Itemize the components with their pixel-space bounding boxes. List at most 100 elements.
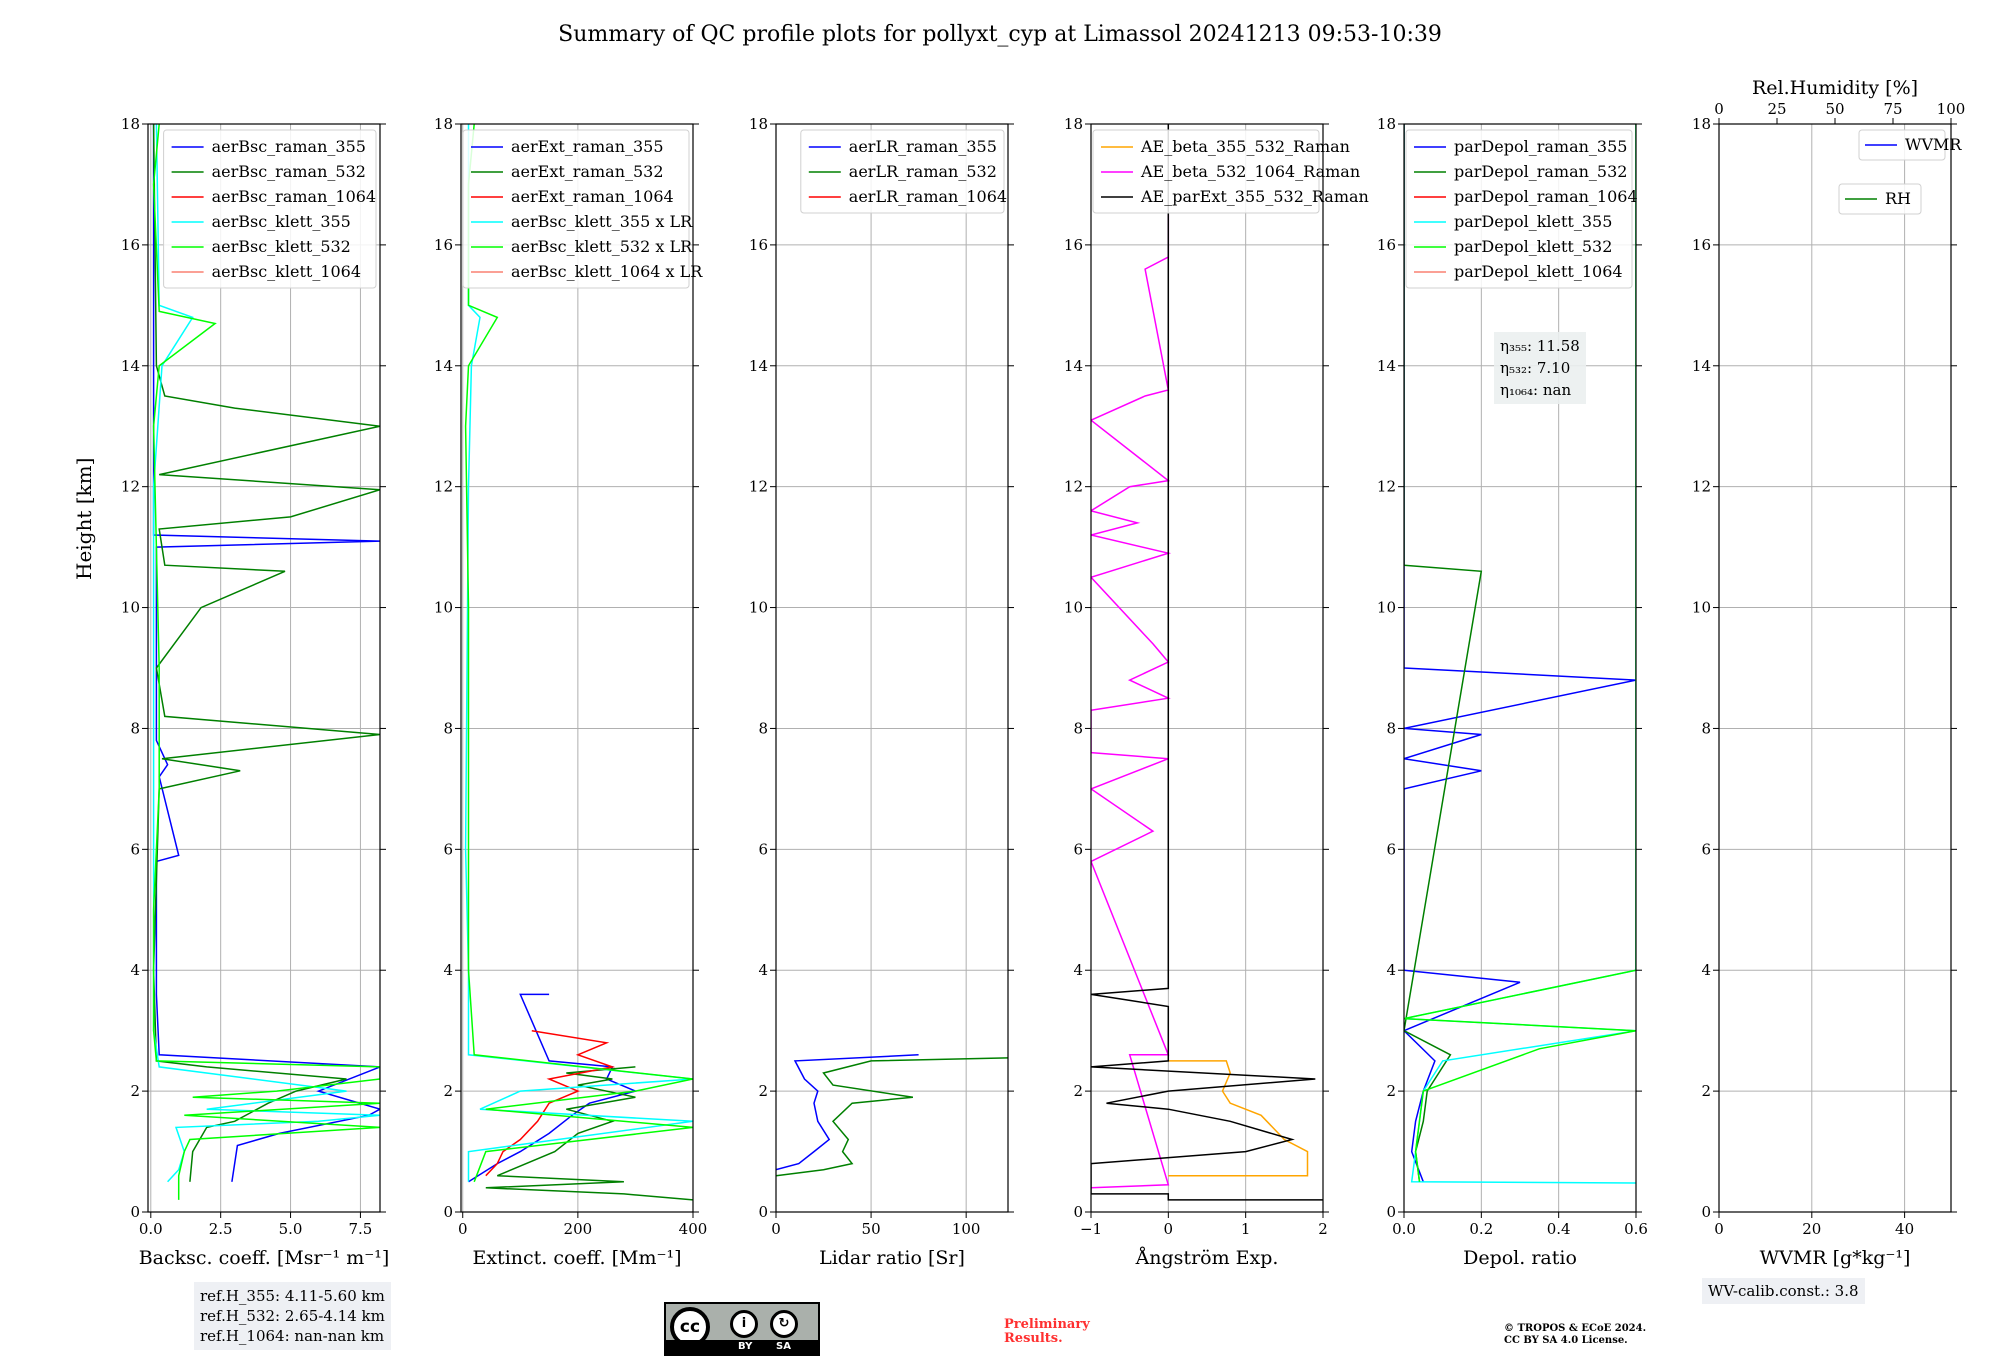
panel-1: 0.0 2.5 5.0 7.5 0 2 4 6 8 10 12 14 16 18 Backsc. coeff… <box>121 115 389 1269</box>
x-tick-label: 2.5 <box>209 1220 233 1238</box>
top-x-tick-label: 75 <box>1883 100 1902 118</box>
ref-height-355: ref.H_355: 4.11-5.60 km <box>200 1287 385 1305</box>
y-tick-label: 16 <box>1064 236 1083 254</box>
x-tick-label: 0.4 <box>1547 1220 1571 1238</box>
y-tick-label: 0 <box>758 1203 768 1221</box>
copyright-line-1: © TROPOS & ECoE 2024. <box>1504 1323 1647 1334</box>
top-x-tick-label: 0 <box>1714 100 1724 118</box>
y-tick-label: 14 <box>434 357 453 375</box>
series-line-aerBsc_klett_532 x LR <box>464 124 693 1183</box>
x-axis-label: WVMR [g*kg⁻¹] <box>1760 1247 1911 1269</box>
series-line-aerExt_raman_355 <box>468 993 638 1183</box>
y-tick-label: 10 <box>1064 599 1083 617</box>
y-tick-label: 8 <box>758 719 768 737</box>
panel-3: 0 50 100 0 2 4 6 8 10 12 14 16 18 Lidar ratio [Sr] aer… <box>749 115 1014 1269</box>
legend-label: aerExt_raman_532 <box>511 162 664 181</box>
y-tick-label: 8 <box>443 719 453 737</box>
y-tick-label: 2 <box>1701 1082 1711 1100</box>
license-bar <box>666 1340 818 1354</box>
wv-calib-box: WV-calib.const.: 3.8 <box>1702 1278 1865 1304</box>
y-tick-label: 18 <box>1692 115 1711 133</box>
legend-label: aerLR_raman_355 <box>849 137 997 156</box>
y-tick-label: 2 <box>1073 1082 1083 1100</box>
legend-label: aerBsc_klett_355 x LR <box>511 212 693 231</box>
legend: RH <box>1838 183 1922 215</box>
x-tick-label: 2 <box>1318 1220 1328 1238</box>
y-tick-label: 10 <box>749 599 768 617</box>
y-tick-label: 2 <box>130 1082 140 1100</box>
by-icon: i <box>730 1310 758 1338</box>
eta-532: η₅₃₂: 7.10 <box>1500 359 1571 377</box>
legend: AE_beta_355_532_Raman AE_beta_532_1064_Ra… <box>1092 129 1369 214</box>
y-tick-label: 4 <box>758 961 768 979</box>
legend-label: AE_beta_532_1064_Raman <box>1140 162 1360 181</box>
y-tick-label: 16 <box>121 236 140 254</box>
series-line-AE_beta_532_1064_Raman <box>1091 214 1172 1189</box>
y-tick-label: 8 <box>1701 719 1711 737</box>
x-tick-label: −1 <box>1080 1220 1102 1238</box>
y-tick-label: 12 <box>1064 478 1083 496</box>
license-sa-label: SA <box>776 1341 791 1352</box>
y-tick-label: 0 <box>443 1203 453 1221</box>
legend-label: WVMR <box>1905 135 1962 154</box>
top-x-tick-label: 50 <box>1825 100 1844 118</box>
x-tick-label: 20 <box>1802 1220 1821 1238</box>
series-line-AE_beta_355_532_Raman <box>1168 1060 1309 1177</box>
legend-label: aerBsc_klett_532 x LR <box>511 237 693 256</box>
legend-label: aerBsc_klett_355 <box>212 212 351 231</box>
eta-box: η₃₅₅: 11.58 η₅₃₂: 7.10 η₁₀₆₄: nan <box>1494 332 1586 404</box>
axes-frame <box>147 123 381 1213</box>
top-x-tick-label: 25 <box>1767 100 1786 118</box>
legend-box <box>1405 129 1633 289</box>
cc-by-sa-icon: cc i ↻ BY SA <box>664 1302 820 1356</box>
y-tick-label: 2 <box>758 1082 768 1100</box>
panel-2: 0 200 400 0 2 4 6 8 10 12 14 16 18 Extinct. coeff. [M… <box>434 115 707 1269</box>
legend: aerBsc_raman_355 aerBsc_raman_532 aerBsc_r… <box>163 129 377 289</box>
series-line-aerBsc_klett_532 <box>152 124 380 1200</box>
legend-label: RH <box>1885 189 1911 208</box>
x-axis-label: Lidar ratio [Sr] <box>819 1247 965 1269</box>
y-tick-label: 16 <box>1692 236 1711 254</box>
x-tick-label: 0.6 <box>1624 1220 1648 1238</box>
legend-label: aerBsc_raman_355 <box>212 137 366 156</box>
y-tick-label: 4 <box>1701 961 1711 979</box>
legend-box <box>163 129 377 289</box>
legend-label: aerBsc_klett_1064 x LR <box>511 262 703 281</box>
y-tick-label: 4 <box>130 961 140 979</box>
y-tick-label: 0 <box>1386 1203 1396 1221</box>
preliminary-line-2: Results. <box>1004 1331 1063 1346</box>
x-axis-label: Ångström Exp. <box>1135 1247 1279 1269</box>
legend-box <box>1858 129 1946 161</box>
x-tick-label: 0.0 <box>139 1220 163 1238</box>
y-tick-label: 18 <box>121 115 140 133</box>
y-tick-label: 6 <box>1701 840 1711 858</box>
panel-5: 0.0 0.2 0.4 0.6 0 2 4 6 8 10 12 14 16 18 Depol. ratio p… <box>1377 115 1648 1269</box>
y-tick-label: 8 <box>1073 719 1083 737</box>
legend-label: parDepol_klett_532 <box>1454 237 1612 256</box>
y-tick-label: 18 <box>1377 115 1396 133</box>
top-x-axis-label: Rel.Humidity [%] <box>1752 77 1918 99</box>
x-tick-label: 0 <box>1714 1220 1724 1238</box>
y-tick-label: 16 <box>434 236 453 254</box>
panel-6: 0 20 40 0 2 4 6 8 10 12 14 16 18 WVMR [g*kg⁻¹] 0 25 50 75… <box>1692 77 1965 1269</box>
x-tick-label: 0 <box>1164 1220 1174 1238</box>
y-tick-label: 14 <box>1377 357 1396 375</box>
series-line-aerBsc_klett_355 x LR <box>464 124 693 1182</box>
sa-icon: ↻ <box>770 1310 798 1338</box>
legend-label: AE_parExt_355_532_Raman <box>1140 187 1369 206</box>
legend-label: aerBsc_raman_532 <box>212 162 366 181</box>
legend-label: aerLR_raman_1064 <box>849 187 1007 206</box>
eta-355: η₃₅₅: 11.58 <box>1500 337 1580 355</box>
y-tick-label: 12 <box>749 478 768 496</box>
y-tick-label: 0 <box>130 1203 140 1221</box>
ref-height-1064: ref.H_1064: nan-nan km <box>200 1327 385 1345</box>
x-axis-label: Extinct. coeff. [Mm⁻¹] <box>472 1247 681 1269</box>
y-tick-label: 8 <box>1386 719 1396 737</box>
y-tick-label: 0 <box>1701 1203 1711 1221</box>
y-tick-label: 10 <box>1377 599 1396 617</box>
legend-label: aerExt_raman_355 <box>511 137 664 156</box>
x-tick-label: 7.5 <box>349 1220 373 1238</box>
legend-label: parDepol_raman_532 <box>1454 162 1627 181</box>
